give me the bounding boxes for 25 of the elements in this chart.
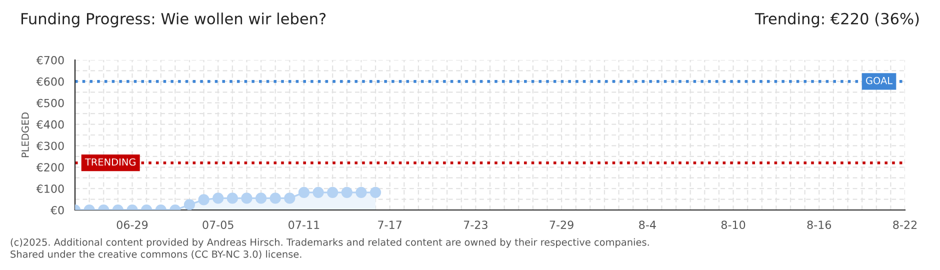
y-tick-label: €500 xyxy=(36,98,64,108)
x-tick-label: 07-05 xyxy=(202,220,234,230)
y-axis-title: PLEDGED xyxy=(22,112,29,158)
x-tick-label: 8-4 xyxy=(639,220,656,230)
y-tick-label: €700 xyxy=(36,56,64,64)
x-tick-label: 7-29 xyxy=(550,220,574,230)
x-tick-label: 7-17 xyxy=(378,220,402,229)
ref-line-label: TRENDING xyxy=(84,158,136,166)
text: Trending: €220 (36%) xyxy=(754,12,919,28)
y-tick-label: €400 xyxy=(36,120,64,129)
chart-title: Funding Progress: Wie wollen wir leben? xyxy=(22,12,326,28)
text: (c)2025. Additional content provided by Andreas Hirsch. Trademarks and related content are owned by their respective companies. xyxy=(10,238,649,248)
y-tick-label: €600 xyxy=(36,77,64,86)
x-tick-label: 8-10 xyxy=(721,220,746,230)
x-tick-label: 7-23 xyxy=(464,220,488,230)
x-tick-label: 07-11 xyxy=(288,220,320,230)
x-tick-label: 8-16 xyxy=(807,220,832,230)
y-tick-label: €200 xyxy=(36,163,64,172)
text: Shared under the creative commons (CC BY-NC 3.0) license. xyxy=(10,250,302,259)
y-tick-label: €100 xyxy=(36,184,64,193)
y-tick-label: €0 xyxy=(50,206,64,214)
ref-line-label: GOAL xyxy=(866,76,892,84)
y-tick-label: €300 xyxy=(36,142,64,150)
x-tick-label: 8-22 xyxy=(893,220,916,230)
x-tick-label: 06-29 xyxy=(116,220,148,230)
